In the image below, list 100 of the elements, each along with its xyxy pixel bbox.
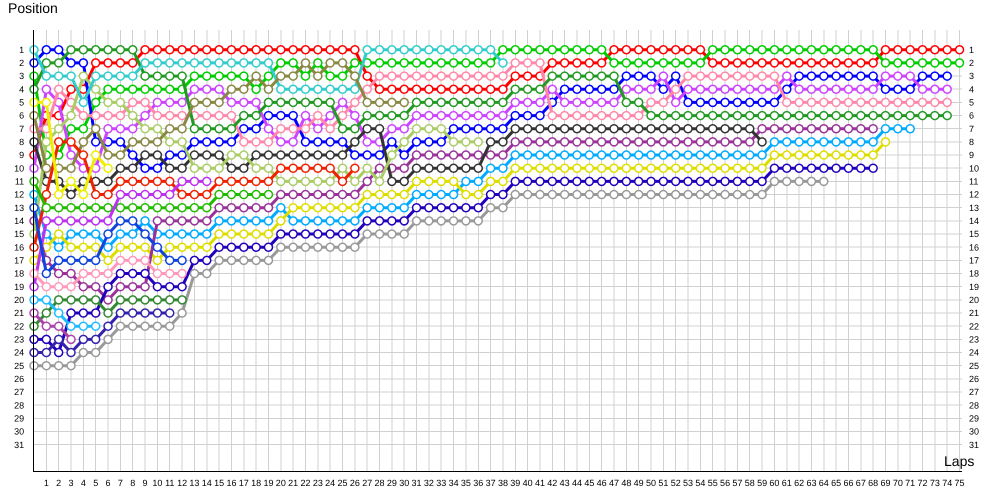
point xyxy=(202,98,212,108)
point xyxy=(190,163,200,173)
point xyxy=(42,202,52,212)
point xyxy=(164,137,174,147)
point xyxy=(313,150,323,160)
x-tick-label: 13 xyxy=(189,478,200,488)
x-tick-label: 27 xyxy=(362,478,372,488)
x-tick-label: 45 xyxy=(584,478,594,488)
x-tick-label: 22 xyxy=(300,478,310,488)
point xyxy=(374,124,384,134)
point xyxy=(54,295,64,305)
point xyxy=(214,150,224,160)
x-tick-label: 67 xyxy=(856,478,866,488)
point xyxy=(116,190,126,200)
point xyxy=(634,124,644,134)
point xyxy=(116,71,126,81)
point xyxy=(498,58,508,68)
point xyxy=(164,190,174,200)
y-tick-label: 15 xyxy=(14,229,24,240)
point xyxy=(116,295,126,305)
point xyxy=(177,124,187,134)
point xyxy=(116,308,126,318)
point xyxy=(164,163,174,173)
y2-tick-label: 29 xyxy=(969,413,980,424)
point xyxy=(251,71,261,81)
point xyxy=(66,348,76,358)
x-tick-label: 24 xyxy=(325,478,336,488)
point xyxy=(42,216,52,226)
y-tick-label: 22 xyxy=(14,321,24,332)
x-tick-label: 52 xyxy=(670,478,681,488)
x-tick-label: 7 xyxy=(118,478,123,488)
point xyxy=(54,321,64,331)
point xyxy=(164,268,174,278)
point xyxy=(424,124,434,134)
y2-tick-label: 7 xyxy=(969,124,974,134)
point xyxy=(350,176,360,186)
point xyxy=(66,176,76,186)
x-tick-label: 12 xyxy=(177,478,188,488)
point xyxy=(461,163,471,173)
y2-tick-label: 3 xyxy=(969,71,974,82)
point xyxy=(42,190,52,200)
point xyxy=(276,176,286,186)
point xyxy=(66,295,76,305)
point xyxy=(190,98,200,108)
x-tick-label: 15 xyxy=(214,478,224,488)
x-tick-label: 73 xyxy=(930,478,940,488)
point xyxy=(474,45,484,54)
point xyxy=(164,256,174,266)
y2-tick-label: 8 xyxy=(969,137,974,148)
point xyxy=(103,176,113,186)
y-tick-label: 30 xyxy=(14,426,24,437)
x-tick-label: 14 xyxy=(202,478,212,488)
point xyxy=(78,71,88,81)
point xyxy=(66,202,76,212)
point xyxy=(214,190,224,200)
x-tick-label: 10 xyxy=(152,478,162,488)
point xyxy=(486,45,496,54)
y2-tick-label: 19 xyxy=(969,282,980,292)
point xyxy=(140,124,150,134)
x-tick-label: 62 xyxy=(794,478,804,488)
point xyxy=(251,150,261,160)
point xyxy=(251,176,261,186)
point xyxy=(66,282,76,292)
y-tick-label: 4 xyxy=(19,84,24,94)
x-tick-label: 74 xyxy=(942,478,952,488)
y-tick-label: 23 xyxy=(14,334,24,345)
point xyxy=(90,71,100,81)
x-tick-label: 42 xyxy=(547,478,558,488)
point xyxy=(90,190,100,200)
x-tick-label: 30 xyxy=(399,478,410,488)
point xyxy=(78,190,88,200)
point xyxy=(66,334,76,344)
y2-tick-label: 13 xyxy=(969,202,980,213)
x-tick-label: 38 xyxy=(498,478,508,488)
point xyxy=(251,190,261,200)
point xyxy=(399,137,409,147)
point xyxy=(596,124,606,134)
point xyxy=(54,137,64,147)
point xyxy=(338,150,348,160)
point xyxy=(164,124,174,134)
x-tick-label: 36 xyxy=(473,478,484,488)
point xyxy=(226,84,236,94)
point xyxy=(264,150,274,160)
point xyxy=(239,176,249,186)
point xyxy=(474,137,484,147)
point xyxy=(164,202,174,212)
point xyxy=(374,176,384,186)
point xyxy=(78,295,88,305)
point xyxy=(103,71,113,81)
point xyxy=(54,282,64,292)
x-tick-label: 49 xyxy=(634,478,644,488)
x-tick-label: 58 xyxy=(744,478,755,488)
y2-tick-label: 27 xyxy=(969,387,980,398)
point xyxy=(90,84,100,94)
x-axis-title: Laps xyxy=(944,453,974,469)
point xyxy=(177,58,187,68)
point xyxy=(461,45,471,54)
x-tick-label: 32 xyxy=(424,478,434,488)
point xyxy=(128,308,138,318)
point xyxy=(66,163,76,173)
